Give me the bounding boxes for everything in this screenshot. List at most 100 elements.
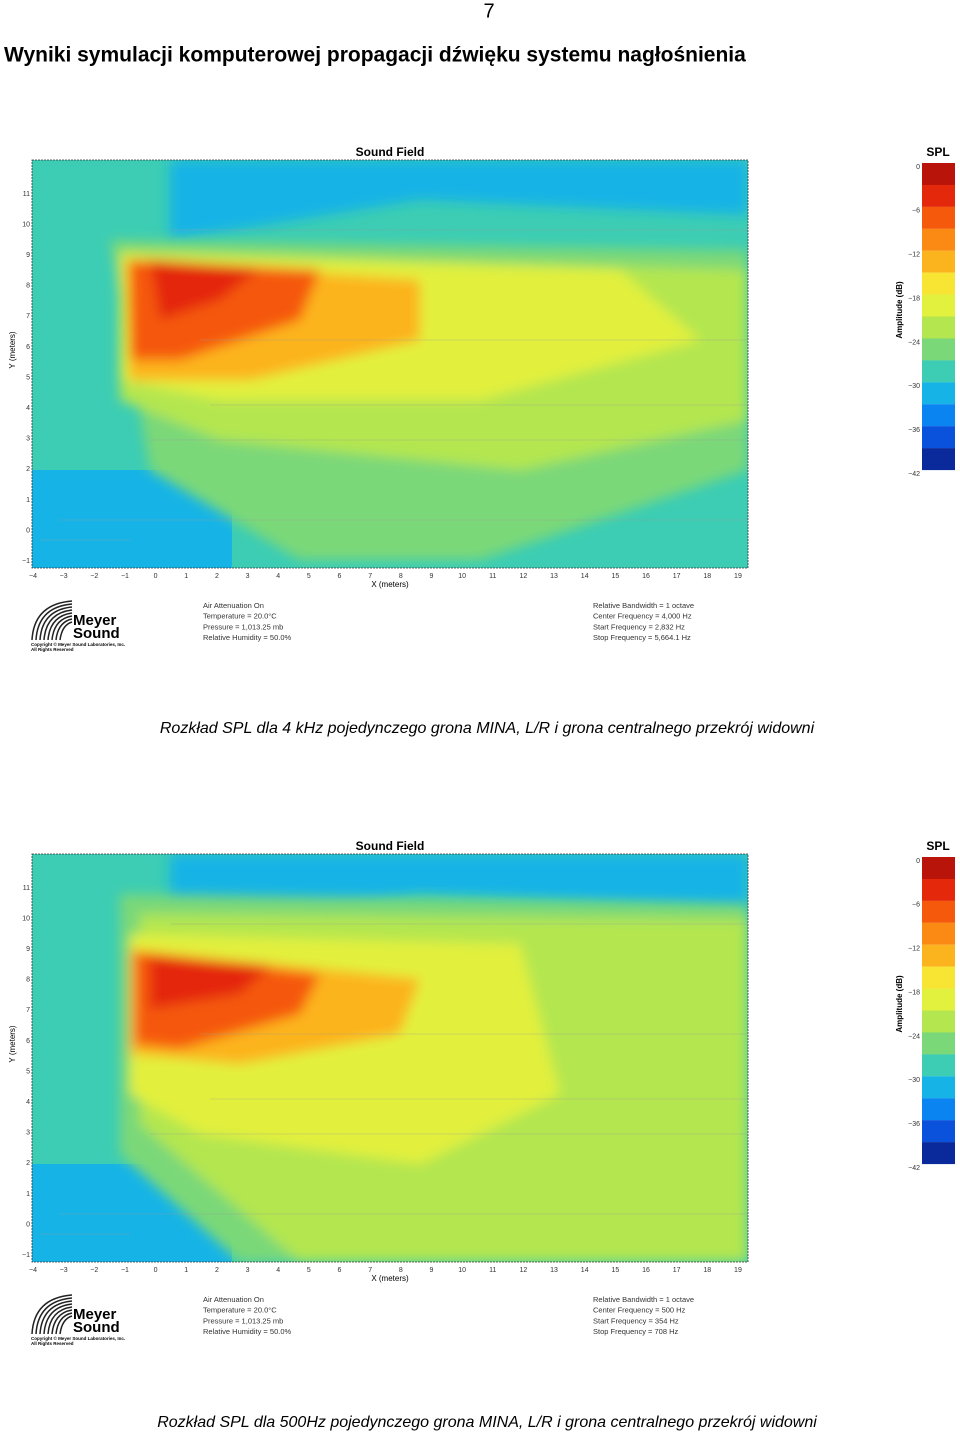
- x-tick-label: 19: [734, 573, 742, 580]
- info-text: Relative Bandwidth = 1 octave: [593, 1295, 694, 1304]
- x-tick-label: 10: [458, 1267, 466, 1274]
- x-tick-label: 11: [489, 573, 496, 580]
- y-tick-label: 9: [26, 946, 30, 953]
- y-tick-label: 2: [26, 466, 30, 473]
- x-tick-label: 0: [154, 1267, 158, 1274]
- legend-swatch: [922, 878, 955, 901]
- logo-text: Sound: [73, 1319, 120, 1336]
- x-tick-label: 12: [520, 1267, 528, 1274]
- info-text: Center Frequency = 4,000 Hz: [593, 612, 692, 621]
- legend-tick-label: −18: [908, 989, 920, 996]
- legend-swatch: [922, 382, 955, 405]
- legend-tick-label: −12: [908, 252, 920, 259]
- info-text: Air Attenuation On: [203, 601, 264, 610]
- y-tick-label: 4: [26, 405, 30, 412]
- y-tick-label: −1: [22, 1252, 30, 1259]
- x-tick-label: 3: [246, 573, 250, 580]
- info-text: Start Frequency = 2,832 Hz: [593, 622, 685, 631]
- logo-text: Meyer: [73, 612, 117, 629]
- info-text: Start Frequency = 354 Hz: [593, 1316, 679, 1325]
- logo-arc: [35, 603, 73, 641]
- x-tick-label: 6: [338, 573, 342, 580]
- info-text: Temperature = 20.0°C: [203, 1306, 277, 1315]
- legend-tick-label: −6: [912, 902, 920, 909]
- legend-tick-label: −24: [908, 339, 920, 346]
- figure: Sound Field SPL0−6−12−18−24−30−36−42Ampli…: [8, 145, 955, 737]
- info-text: Relative Bandwidth = 1 octave: [593, 601, 694, 610]
- x-tick-label: 3: [246, 1267, 250, 1274]
- plot-title: Sound Field: [356, 145, 425, 159]
- logo-arc: [51, 1309, 73, 1335]
- page-number: 7: [483, 0, 494, 22]
- y-axis-label: Y (meters): [8, 331, 17, 369]
- x-tick-label: 1: [184, 1267, 188, 1274]
- y-tick-label: 8: [26, 977, 30, 984]
- x-tick-label: 8: [399, 1267, 403, 1274]
- x-tick-label: 16: [642, 573, 650, 580]
- zone-red: [150, 956, 270, 1009]
- logo-arc: [43, 1303, 73, 1335]
- x-tick-label: 12: [520, 573, 528, 580]
- logo-arc: [31, 600, 73, 641]
- x-tick-label: −4: [29, 1267, 37, 1274]
- x-tick-label: 1: [184, 573, 188, 580]
- x-tick-label: 5: [307, 1267, 311, 1274]
- x-tick-label: 9: [429, 1267, 433, 1274]
- legend-swatch: [922, 294, 955, 317]
- legend-tick-label: −30: [908, 1077, 920, 1084]
- x-tick-label: 13: [550, 1267, 558, 1274]
- x-tick-label: −2: [90, 1267, 98, 1274]
- y-tick-label: 8: [26, 283, 30, 290]
- logo-arc: [31, 1294, 73, 1335]
- legend-swatch: [922, 163, 955, 185]
- x-tick-label: 8: [399, 573, 403, 580]
- field-soft: [110, 240, 748, 560]
- x-tick-label: 17: [673, 1267, 681, 1274]
- sound-field-plot: [32, 854, 748, 1262]
- legend-tick-label: −36: [908, 1121, 920, 1128]
- legend-swatch: [922, 1120, 955, 1143]
- legend-title: SPL: [926, 839, 949, 853]
- plot-frame: [31, 853, 749, 1263]
- x-tick-label: 2: [215, 1267, 219, 1274]
- y-tick-label: 0: [26, 527, 30, 534]
- x-tick-label: 14: [581, 1267, 589, 1274]
- info-text: Relative Humidity = 50.0%: [203, 633, 291, 642]
- x-tick-label: 5: [307, 573, 311, 580]
- x-tick-label: −4: [29, 573, 37, 580]
- caption: Rozkład SPL dla 500Hz pojedynczego grona…: [157, 1414, 817, 1431]
- figure: Sound Field SPL 0 −6 −1 2 −18 −2 4 −30 −36 −42 Ampli…: [8, 839, 955, 1431]
- y-tick-label: 4: [26, 1099, 30, 1106]
- sound-field-plot: [32, 160, 748, 568]
- info-text: Temperature = 20.0°C: [203, 612, 277, 621]
- logo-arc: [47, 612, 73, 641]
- legend-tick-label: −42: [908, 1165, 920, 1172]
- field-soft: [120, 894, 748, 1262]
- y-tick-label: 6: [26, 1038, 30, 1045]
- info-text: Relative Humidity = 50.0%: [203, 1327, 291, 1336]
- logo-arc: [47, 1306, 73, 1335]
- legend-swatch: [922, 988, 955, 1011]
- legend-axis-label: Amplitude (dB): [895, 975, 904, 1033]
- legend-tick-label: 0: [916, 164, 920, 171]
- logo-text: Meyer: [73, 1306, 117, 1323]
- legend-swatch: [922, 966, 955, 989]
- x-tick-label: 2: [215, 573, 219, 580]
- x-tick-label: 15: [611, 573, 619, 580]
- legend-tick-label: −6: [912, 208, 920, 215]
- legend-tick-label: −30: [908, 383, 920, 390]
- y-tick-label: 6: [26, 344, 30, 351]
- plot-title: Sound Field: [356, 839, 425, 853]
- info-text: Pressure = 1,013.25 mb: [203, 1316, 283, 1325]
- legend-tick-label: −18: [908, 295, 920, 302]
- legend-swatch: [922, 857, 955, 879]
- x-tick-label: 4: [276, 1267, 280, 1274]
- legend-tick-label: −42: [908, 471, 920, 478]
- legend-swatch: [922, 360, 955, 383]
- x-tick-label: 9: [429, 573, 433, 580]
- zone-red: [150, 260, 260, 320]
- y-tick-label: 11: [23, 885, 30, 892]
- y-tick-label: −1: [22, 558, 30, 565]
- legend-swatch: [922, 944, 955, 967]
